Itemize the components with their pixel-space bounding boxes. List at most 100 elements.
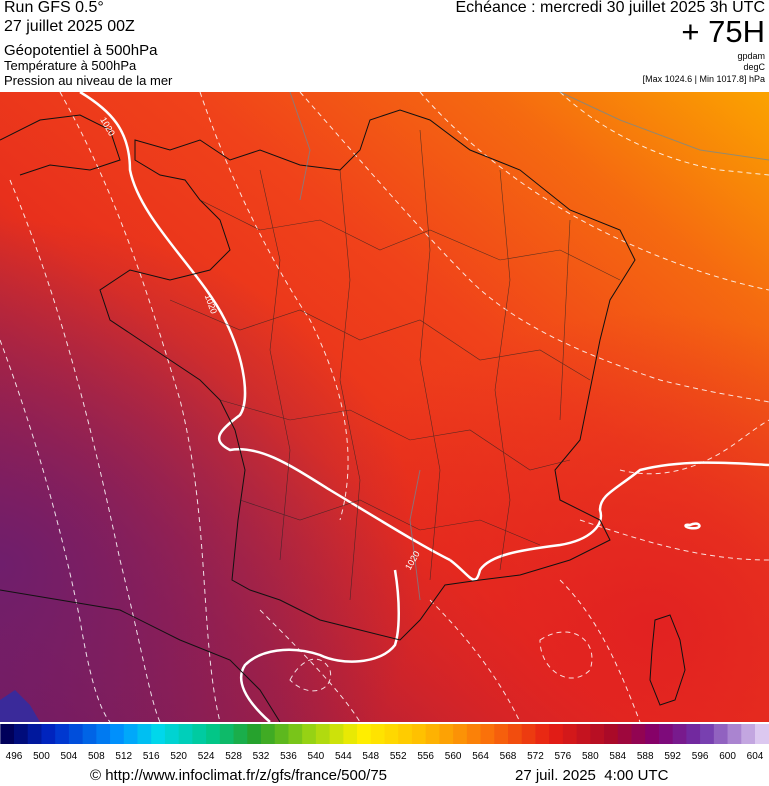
colorbar-swatch bbox=[274, 724, 289, 744]
colorbar-swatch bbox=[755, 724, 769, 744]
colorbar-swatch bbox=[727, 724, 742, 744]
colorbar-swatch bbox=[82, 724, 97, 744]
colorbar-tick-label: 532 bbox=[253, 751, 270, 762]
colorbar-swatch bbox=[562, 724, 578, 744]
colorbar-tick-label: 564 bbox=[472, 751, 489, 762]
colorbar-tick-label: 572 bbox=[527, 751, 544, 762]
unit-label: [Max 1024.6 | Min 1017.8] hPa bbox=[642, 74, 765, 84]
colorbar-swatch bbox=[41, 724, 56, 744]
colorbar-swatch bbox=[14, 724, 29, 744]
rivers bbox=[289, 92, 769, 601]
colorbar-swatch bbox=[521, 724, 536, 744]
field-label: Pression au niveau de la mer bbox=[4, 73, 173, 88]
colorbar-tick-label: 584 bbox=[609, 751, 626, 762]
colorbar-swatch bbox=[288, 724, 303, 744]
colorbar-swatch bbox=[398, 724, 413, 744]
colorbar-swatch bbox=[658, 724, 674, 744]
cold-pocket bbox=[0, 690, 40, 722]
colorbar-swatch bbox=[576, 724, 591, 744]
colorbar-swatch bbox=[453, 724, 468, 744]
colorbar-swatch bbox=[617, 724, 632, 744]
isobars bbox=[79, 92, 769, 722]
temperature-field bbox=[0, 92, 769, 722]
colorbar-tick-label: 500 bbox=[33, 751, 50, 762]
colorbar-swatch bbox=[480, 724, 495, 744]
colorbar-tick-label: 528 bbox=[225, 751, 242, 762]
source-credit: © http://www.infoclimat.fr/z/gfs/france/… bbox=[90, 767, 388, 784]
colorbar-swatch bbox=[247, 724, 262, 744]
colorbar-swatch bbox=[68, 724, 84, 744]
colorbar-swatch bbox=[713, 724, 729, 744]
colorbar-swatch bbox=[302, 724, 317, 744]
colorbar-tick-label: 548 bbox=[362, 751, 379, 762]
colorbar-tick-label: 604 bbox=[747, 751, 764, 762]
colorbar-tick-label: 580 bbox=[582, 751, 599, 762]
colorbar-swatch bbox=[466, 724, 482, 744]
colorbar-swatch bbox=[672, 724, 687, 744]
colorbar-swatch bbox=[233, 724, 248, 744]
colorbar-swatch bbox=[741, 724, 756, 744]
colorbar-swatch bbox=[494, 724, 509, 744]
colorbar-tick-label: 512 bbox=[115, 751, 132, 762]
colorbar-tick-label: 540 bbox=[308, 751, 325, 762]
colorbar-swatch bbox=[151, 724, 166, 744]
field-label: Température à 500hPa bbox=[4, 58, 137, 73]
colorbar: 496 500 504 508 512 516 520 524 528 532 536 540 544 5… bbox=[0, 724, 769, 762]
colorbar-swatch bbox=[178, 724, 193, 744]
colorbar-swatch bbox=[590, 724, 605, 744]
field-label: Géopotentiel à 500hPa bbox=[4, 42, 158, 59]
colorbar-tick-label: 520 bbox=[170, 751, 187, 762]
colorbar-swatch bbox=[425, 724, 440, 744]
colorbar-swatch bbox=[96, 724, 111, 744]
colorbar-tick-label: 496 bbox=[6, 751, 23, 762]
colorbar-tick-label: 552 bbox=[390, 751, 407, 762]
colorbar-swatch bbox=[370, 724, 385, 744]
colorbar-swatch bbox=[700, 724, 715, 744]
colorbar-swatch bbox=[123, 724, 138, 744]
colorbar-swatch bbox=[137, 724, 152, 744]
colorbar-swatch bbox=[261, 724, 276, 744]
colorbar-tick-label: 536 bbox=[280, 751, 297, 762]
run-title: Run GFS 0.5° bbox=[4, 0, 104, 16]
colorbar-tick-label: 504 bbox=[61, 751, 78, 762]
map-field bbox=[0, 92, 769, 722]
colorbar-swatch bbox=[343, 724, 358, 744]
colorbar-swatch bbox=[192, 724, 207, 744]
colorbar-swatch bbox=[110, 724, 125, 744]
unit-label: degC bbox=[743, 62, 765, 72]
colorbar-tick-label: 600 bbox=[719, 751, 736, 762]
colorbar-swatch bbox=[686, 724, 701, 744]
timestamp: 27 juil. 2025 4:00 UTC bbox=[515, 767, 669, 784]
lead-time: + 75H bbox=[681, 14, 765, 49]
colorbar-swatch bbox=[27, 724, 42, 744]
colorbar-swatch bbox=[219, 724, 235, 744]
colorbar-tick-label: 592 bbox=[664, 751, 681, 762]
colorbar-swatch bbox=[384, 724, 399, 744]
colorbar-swatch bbox=[439, 724, 454, 744]
geopotential-contours bbox=[0, 92, 769, 722]
colorbar-swatch bbox=[55, 724, 70, 744]
coastlines bbox=[0, 109, 686, 722]
colorbar-swatch bbox=[411, 724, 427, 744]
colorbar-tick-label: 556 bbox=[417, 751, 434, 762]
colorbar-tick-label: 524 bbox=[198, 751, 215, 762]
colorbar-swatch bbox=[604, 724, 619, 744]
colorbar-swatch bbox=[164, 724, 180, 744]
forecast-time: Echéance : mercredi 30 juillet 2025 3h U… bbox=[455, 0, 766, 16]
colorbar-swatch bbox=[535, 724, 550, 744]
department-borders bbox=[169, 129, 621, 601]
colorbar-tick-label: 508 bbox=[88, 751, 105, 762]
unit-label: gpdam bbox=[737, 51, 765, 61]
colorbar-swatch bbox=[206, 724, 221, 744]
colorbar-swatch bbox=[645, 724, 660, 744]
colorbar-swatch bbox=[315, 724, 331, 744]
colorbar-tick-label: 544 bbox=[335, 751, 352, 762]
run-date: 27 juillet 2025 00Z bbox=[4, 18, 135, 35]
colorbar-tick-label: 576 bbox=[555, 751, 572, 762]
colorbar-tick-label: 568 bbox=[500, 751, 517, 762]
colorbar-tick-label: 588 bbox=[637, 751, 654, 762]
colorbar-tick-label: 596 bbox=[692, 751, 709, 762]
colorbar-tick-label: 516 bbox=[143, 751, 160, 762]
